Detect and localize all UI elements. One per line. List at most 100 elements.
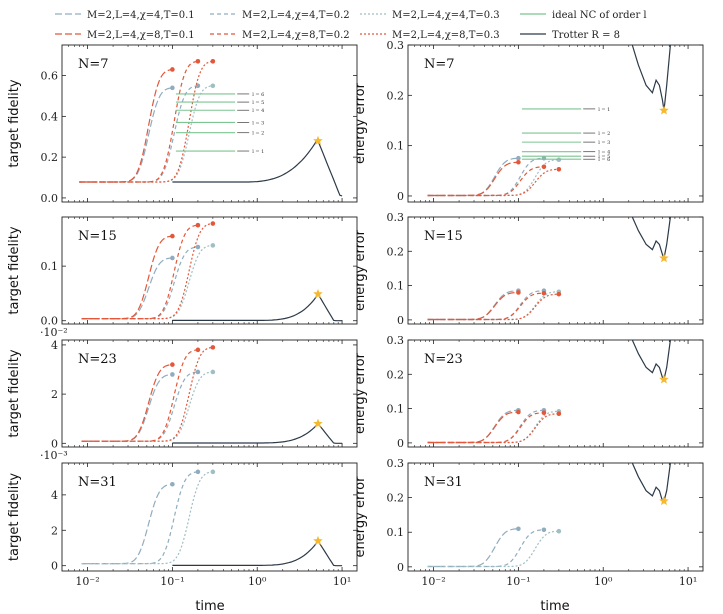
trotter-line (172, 294, 343, 322)
legend-label: M=2,L=4,χ=4,T=0.1 (87, 10, 195, 21)
legend-label: ideal NC of order l (552, 10, 647, 21)
series-endpoint (195, 59, 201, 64)
panel-label: N=31 (78, 475, 117, 490)
series-line (427, 166, 544, 197)
trotter-line (631, 462, 671, 502)
series-endpoint (516, 155, 521, 161)
legend-label: M=2,L=4,χ=8,T=0.1 (87, 30, 195, 41)
series-endpoint (195, 244, 201, 250)
x-axis-label-left: time (195, 599, 224, 614)
series-line (427, 529, 544, 568)
series-endpoint (541, 527, 547, 533)
series-line (427, 528, 519, 568)
nc-level-label: l = 2 (598, 131, 610, 137)
y-axis-title: energy error (353, 82, 368, 164)
y-tick-label: 0.1 (41, 260, 59, 273)
series-endpoint (541, 164, 547, 170)
series-endpoint (170, 372, 175, 377)
series-endpoint (516, 526, 521, 532)
y-axis-title: energy error (353, 476, 368, 558)
x-tick-label: 10⁻¹ (160, 575, 184, 588)
y-tick-label: 0.4 (41, 110, 59, 123)
y-tick-label: 2 (51, 388, 58, 401)
trotter-line (172, 423, 343, 444)
series-line (427, 157, 519, 197)
legend-label: M=2,L=4,χ=8,T=0.3 (392, 30, 500, 41)
panel-right-N-31: 10⁻² 10⁻¹ 10⁰ 10¹ 0 0.1 0.2 0.3 energy error N=31 (353, 457, 704, 588)
y-tick-label: 0.6 (41, 70, 59, 83)
panel-label: N=31 (424, 475, 463, 490)
y-axis-title: energy error (353, 229, 368, 311)
series-line (427, 412, 544, 444)
series-line (427, 159, 559, 197)
series-line (81, 223, 213, 320)
y-tick-label: 4 (51, 489, 58, 502)
trotter-line (631, 216, 671, 261)
y-tick-label: 0 (397, 437, 404, 450)
series-line (427, 411, 519, 444)
panel-left-N-23: 0 2 4·10⁻² target fidelity N=23 (7, 326, 358, 450)
legend: M=2,L=4,χ=4,T=0.1 M=2,L=4,χ=4,T=0.2 M=2,L=… (55, 10, 647, 41)
panel-label: N=23 (78, 352, 117, 367)
series-line (427, 293, 559, 321)
x-tick-label: 10¹ (679, 575, 697, 588)
series-line (427, 292, 544, 321)
y-tick-label: 0.3 (387, 334, 405, 347)
x-tick-label: 10⁻² (421, 575, 445, 588)
series-line (427, 291, 559, 321)
nc-level-label: l = 1 (252, 149, 264, 155)
axes-frame (61, 216, 358, 325)
y-tick-label: 0.1 (387, 403, 405, 416)
y-multiplier: ·10⁻³ (40, 449, 68, 462)
trotter-star-marker (313, 135, 323, 145)
series-line (427, 291, 519, 321)
nc-level-label: l = 4 (598, 150, 610, 156)
series-endpoint (195, 469, 201, 475)
legend-label: M=2,L=4,χ=4,T=0.3 (392, 10, 500, 21)
y-tick-label: 0.3 (387, 211, 405, 224)
nc-level-label: l = 6 (252, 92, 264, 98)
series-endpoint (516, 290, 521, 295)
series-endpoint (170, 67, 175, 72)
series-line (427, 409, 519, 444)
series-endpoint (556, 411, 562, 417)
series-endpoint (556, 528, 562, 534)
nc-level-label: l = 6 (598, 157, 610, 163)
x-tick-label: 10⁻¹ (506, 575, 530, 588)
series-line (81, 346, 213, 442)
trotter-line (172, 541, 343, 567)
series-endpoint (210, 221, 216, 226)
y-tick-label: 0.1 (387, 280, 405, 293)
y-tick-label: 0.2 (387, 368, 405, 381)
series-endpoint (210, 59, 216, 64)
trotter-line (631, 44, 671, 111)
y-tick-label: 0.1 (387, 526, 405, 539)
panel-label: N=7 (78, 57, 109, 72)
series-line (79, 68, 173, 183)
nc-level-label: l = 4 (252, 108, 264, 114)
axes-frame (61, 339, 358, 448)
panel-label: N=23 (424, 352, 463, 367)
y-tick-label: 4 (51, 339, 58, 352)
series-endpoint (195, 222, 201, 228)
series-endpoint (516, 409, 521, 415)
axes-frame (61, 462, 358, 572)
axes-frame (407, 216, 704, 325)
series-line (427, 530, 559, 568)
y-multiplier: ·10⁻² (40, 326, 68, 339)
trotter-line (172, 139, 343, 197)
series-endpoint (541, 290, 547, 296)
series-line (81, 371, 213, 442)
y-tick-label: 0.2 (41, 151, 59, 164)
x-tick-label: 10¹ (333, 575, 351, 588)
axes-frame (407, 339, 704, 448)
trotter-line (631, 339, 671, 381)
series-endpoint (170, 481, 175, 487)
x-tick-label: 10⁰ (594, 575, 613, 588)
y-tick-label: 0.2 (387, 492, 405, 505)
series-line (79, 87, 173, 183)
x-tick-label: 10⁰ (248, 575, 267, 588)
y-tick-label: 0 (397, 561, 404, 574)
panel-label: N=15 (424, 229, 463, 244)
series-endpoint (210, 369, 216, 375)
